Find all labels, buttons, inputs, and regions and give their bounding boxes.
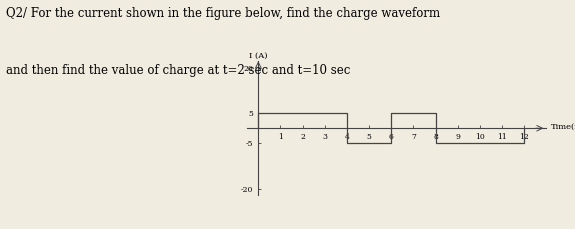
Text: Time(msec): Time(msec) bbox=[551, 123, 575, 131]
Text: I (A): I (A) bbox=[249, 52, 267, 60]
Text: Q2/ For the current shown in the figure below, find the charge waveform: Q2/ For the current shown in the figure … bbox=[6, 7, 440, 20]
Text: and then find the value of charge at t=2 sec and t=10 sec: and then find the value of charge at t=2… bbox=[6, 64, 350, 77]
